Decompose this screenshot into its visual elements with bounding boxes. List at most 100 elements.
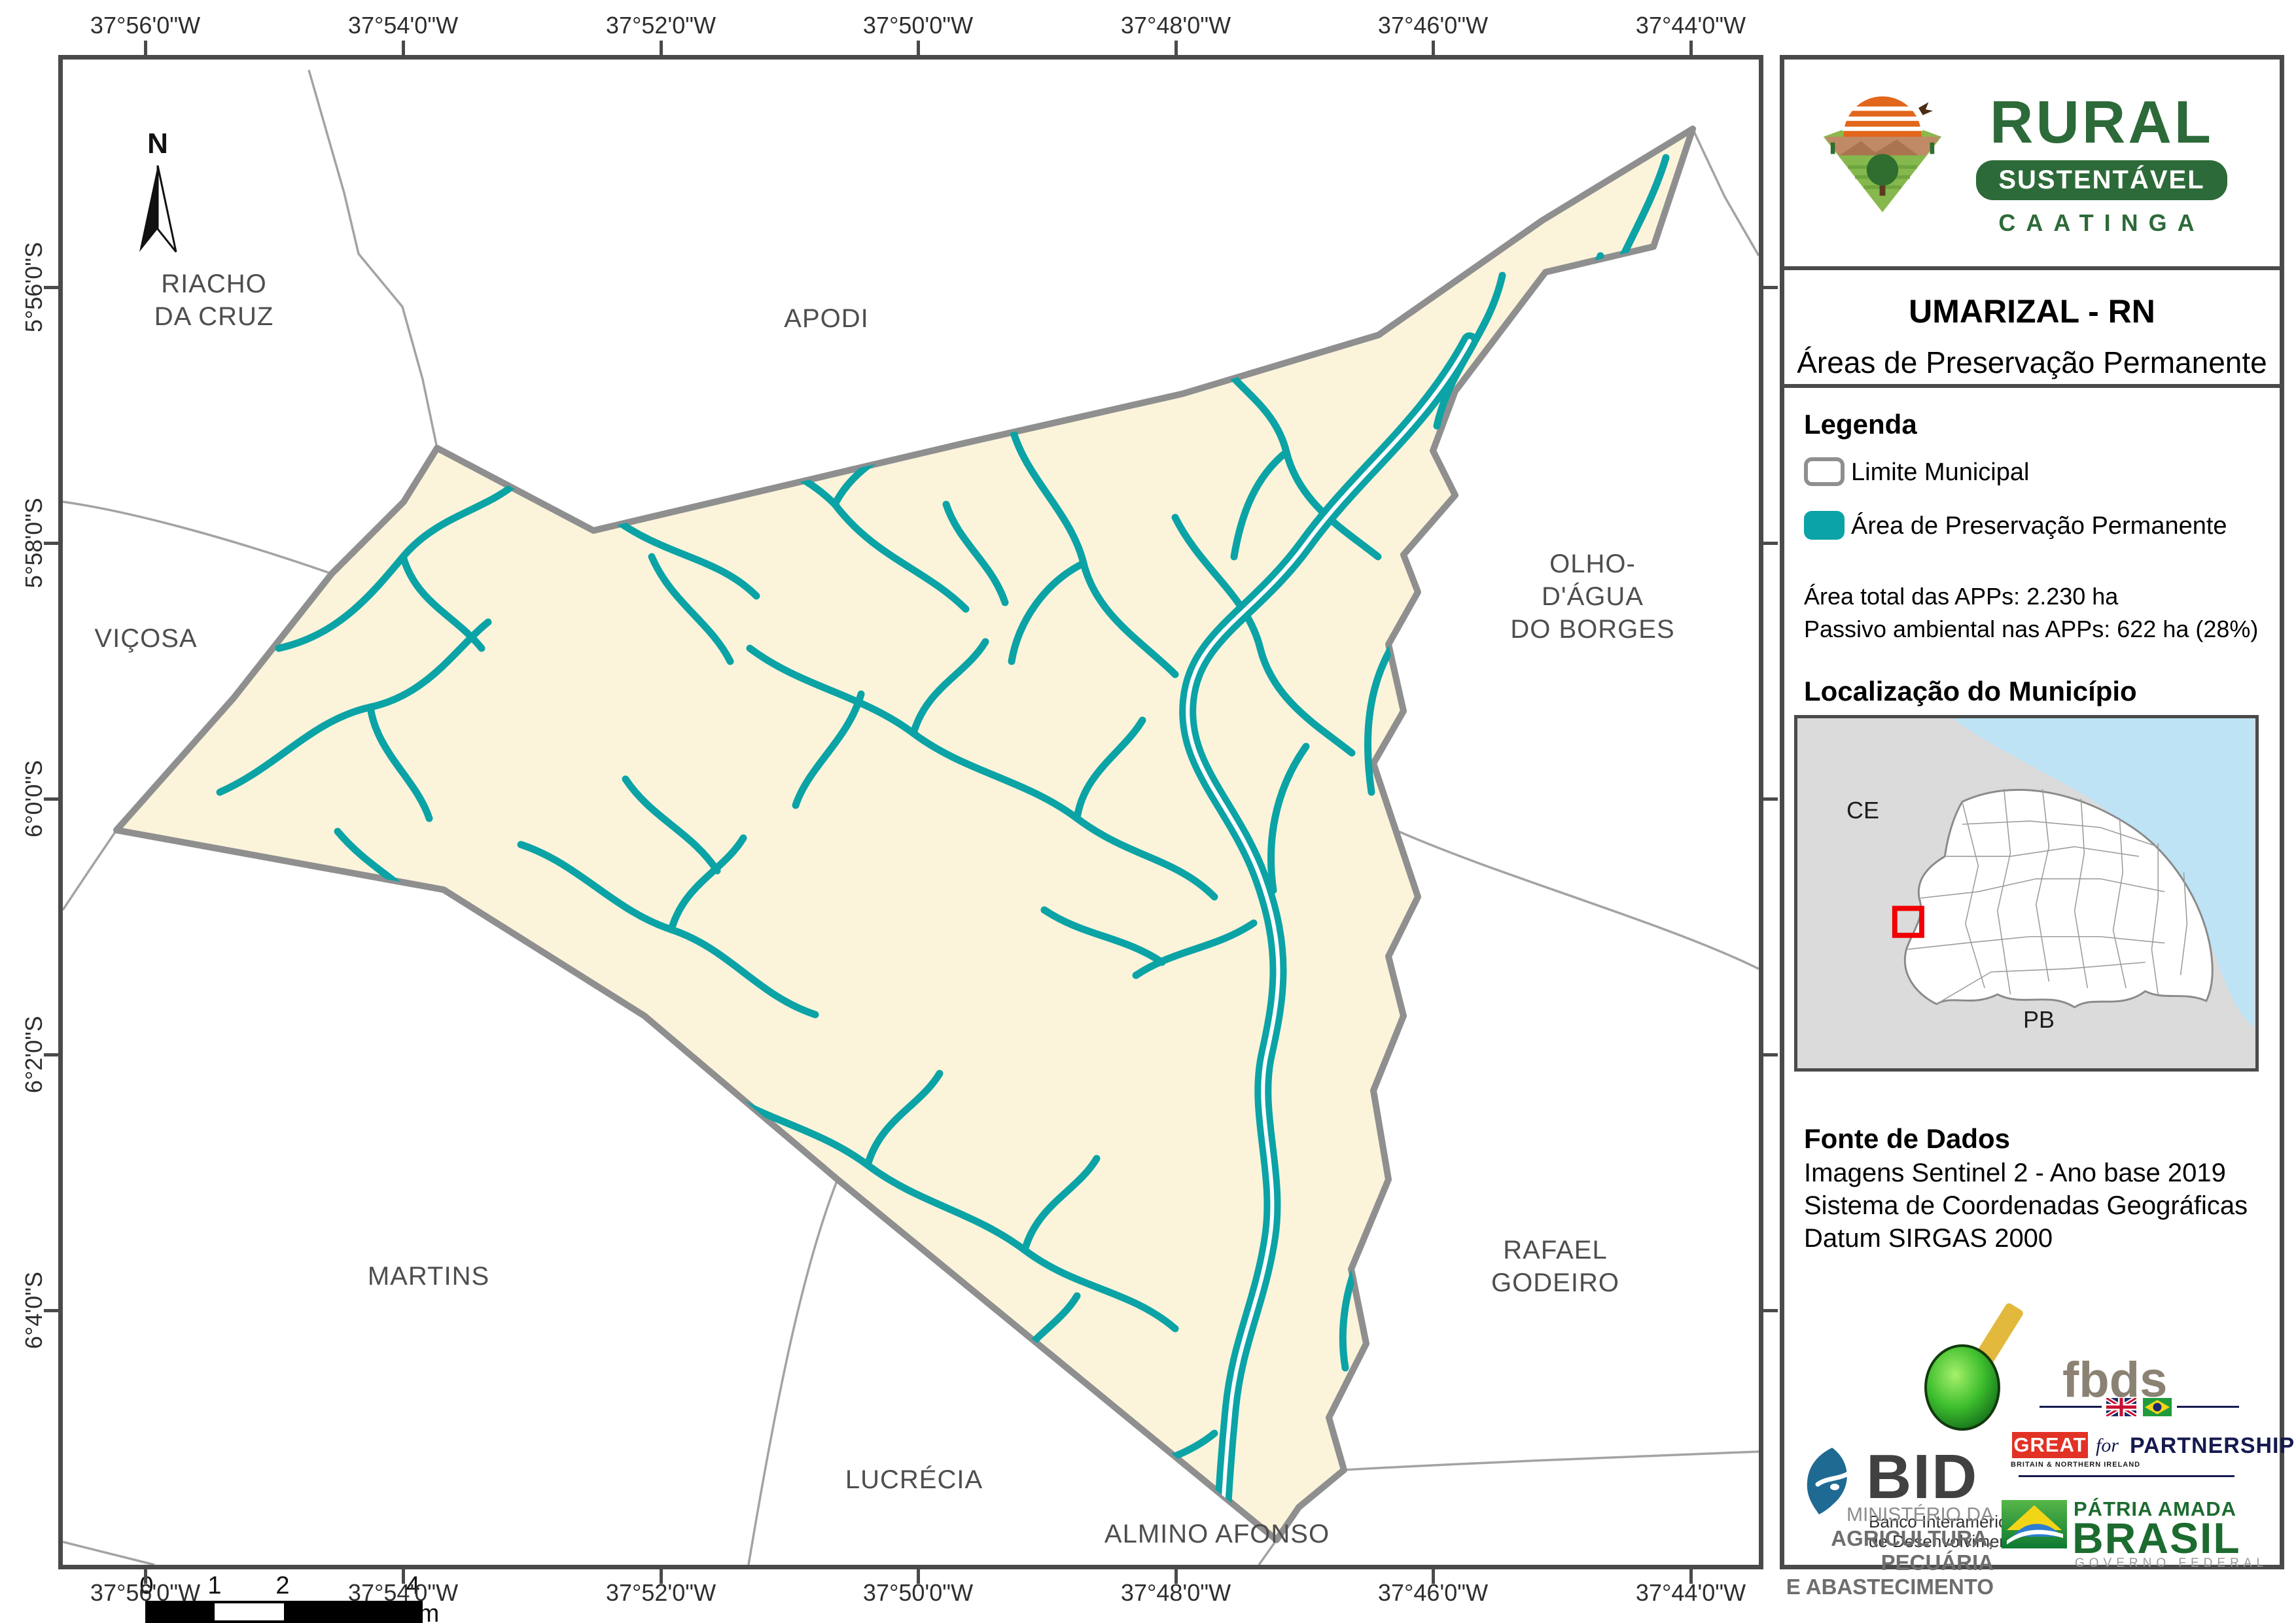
brasil-text: BRASIL xyxy=(2072,1514,2241,1562)
tick-bottom-4 xyxy=(1174,1569,1178,1584)
great-partnership-logo: GREAT BRITAIN & NORTHERN IRELAND for PAR… xyxy=(2000,1394,2294,1512)
tick-left-2 xyxy=(44,797,58,801)
tick-top-4 xyxy=(1174,41,1178,55)
bid-icon xyxy=(1807,1448,1850,1514)
flag-rule-right xyxy=(2177,1406,2239,1408)
state-label-ce: CE xyxy=(1846,797,1880,824)
bid-subtitle-line2: de Desenvolvimento xyxy=(1869,1531,2023,1551)
lon-label-top-3: 37°50'0"W xyxy=(862,12,974,39)
municipality-boundary xyxy=(113,126,1696,1543)
tick-top-5 xyxy=(1432,41,1435,55)
governo-federal-text: GOVERNO FEDERAL xyxy=(2075,1556,2269,1570)
tick-left-1 xyxy=(44,542,58,545)
neighbor-label-almino-afonso: ALMINO AFONSO xyxy=(1104,1520,1330,1548)
page-title: UMARIZAL - RN xyxy=(1909,293,2155,330)
stat-total-apps: Área total das APPs: 2.230 ha xyxy=(1804,583,2119,610)
neighbor-label-apodi: APODI xyxy=(784,304,869,333)
tick-right-2 xyxy=(1763,797,1778,801)
lon-label-top-6: 37°44'0"W xyxy=(1635,12,1746,39)
great-for-word: for xyxy=(2096,1435,2119,1456)
great-underline xyxy=(2019,1475,2234,1477)
tick-right-4 xyxy=(1763,1309,1778,1312)
state-inset-map: CE PB xyxy=(1794,715,2259,1072)
tick-left-0 xyxy=(44,286,58,289)
tick-top-6 xyxy=(1689,41,1693,55)
governo-federal-logo: PÁTRIA AMADA BRASIL GOVERNO FEDERAL xyxy=(2002,1496,2276,1620)
source-line-3: Datum SIRGAS 2000 xyxy=(1804,1224,2053,1253)
tick-top-1 xyxy=(402,41,405,55)
logo-word-sustentavel: SUSTENTÁVEL xyxy=(1976,160,2227,200)
lon-label-top-4: 37°48'0"W xyxy=(1120,12,1231,39)
tick-bottom-0 xyxy=(144,1569,147,1584)
scale-label-2: 2 xyxy=(275,1572,290,1599)
lon-label-top-1: 37°54'0"W xyxy=(347,12,459,39)
logo-word-caatinga: CAATINGA xyxy=(1998,209,2205,236)
tick-top-0 xyxy=(144,41,147,55)
tick-bottom-5 xyxy=(1432,1569,1435,1584)
scale-bar: 0 1 2 4 km xyxy=(139,1572,439,1623)
map-graphic xyxy=(63,69,1759,1565)
tick-left-3 xyxy=(44,1053,58,1056)
tick-right-3 xyxy=(1763,1053,1778,1056)
caatinga-emblem-icon xyxy=(1810,86,1954,220)
source-line-2: Sistema de Coordenadas Geográficas xyxy=(1804,1191,2248,1220)
state-inset-graphic xyxy=(1798,718,2255,1068)
stat-passivo-apps: Passivo ambiental nas APPs: 622 ha (28%) xyxy=(1804,616,2259,642)
tick-right-0 xyxy=(1763,286,1778,289)
page-subtitle: Áreas de Preservação Permanente xyxy=(1797,345,2267,379)
divider-1 xyxy=(1784,266,2280,270)
state-label-pb: PB xyxy=(2023,1006,2055,1033)
ministry-line2: AGRICULTURA, PECUÁRIA xyxy=(1831,1526,1994,1575)
brazil-flag-icon xyxy=(2143,1398,2172,1416)
ministry-line1: MINISTÉRIO DA xyxy=(1846,1504,1994,1526)
great-wordmark: GREAT xyxy=(2012,1432,2088,1458)
lon-label-top-0: 37°56'0"W xyxy=(90,12,201,39)
uk-flag-icon xyxy=(2106,1398,2136,1416)
scale-bar-strip xyxy=(145,1601,423,1623)
ministry-logo-text: MINISTÉRIO DA AGRICULTURA, PECUÁRIA E AB… xyxy=(1784,1504,1994,1599)
tick-right-1 xyxy=(1763,542,1778,545)
neighbor-label-lucrecia: LUCRÉCIA xyxy=(845,1465,983,1494)
neighbor-label-rafael-godeiro: RAFAEL GODEIRO xyxy=(1491,1236,1619,1297)
divider-2 xyxy=(1784,384,2280,388)
logo-word-rural: RURAL xyxy=(1990,89,2214,156)
neighbor-label-martins: MARTINS xyxy=(367,1262,490,1291)
map-canvas: N APODI RIACHO DA CRUZ VIÇOSA OLHO-D'ÁGU… xyxy=(58,55,1763,1623)
neighbor-label-vicosa: VIÇOSA xyxy=(94,624,198,653)
lon-label-top-5: 37°46'0"W xyxy=(1377,12,1489,39)
info-panel: RURAL SUSTENTÁVEL CAATINGA UMARIZAL - RN… xyxy=(1780,55,2294,1599)
tick-bottom-2 xyxy=(660,1569,663,1584)
lon-label-top-2: 37°52'0"W xyxy=(605,12,716,39)
bid-wordmark: BID xyxy=(1866,1442,1979,1512)
neighbor-boundaries xyxy=(63,69,1759,1565)
brasil-flag-mark-icon xyxy=(2002,1500,2067,1548)
municipality-locator-box xyxy=(1892,905,1924,938)
fbds-icon xyxy=(1924,1303,2023,1431)
ministry-line3: E ABASTECIMENTO xyxy=(1786,1575,1994,1599)
neighbor-label-riacho-da-cruz: RIACHO DA CRUZ xyxy=(154,270,274,331)
patria-amada-text: PÁTRIA AMADA xyxy=(2074,1497,2237,1520)
tick-top-2 xyxy=(660,41,663,55)
title-block: UMARIZAL - RN Áreas de Preservação Perma… xyxy=(1784,270,2280,384)
main-river-core xyxy=(1186,339,1472,1520)
program-logo-text: RURAL SUSTENTÁVEL CAATINGA xyxy=(1971,92,2233,237)
scale-label-1: 1 xyxy=(207,1572,222,1599)
legend-item-label: Limite Municipal xyxy=(1851,459,2030,486)
great-subtitle: BRITAIN & NORTHERN IRELAND xyxy=(2011,1461,2141,1469)
north-arrow-icon xyxy=(139,165,177,253)
source-line-1: Imagens Sentinel 2 - Ano base 2019 xyxy=(1804,1159,2226,1187)
scale-bar-white-segment xyxy=(215,1603,284,1620)
app-swatch xyxy=(1804,511,1845,540)
legend-heading: Legenda xyxy=(1804,409,1917,440)
legend-item-label: Área de Preservação Permanente xyxy=(1851,512,2227,540)
location-heading: Localização do Município xyxy=(1804,676,2137,707)
scale-label-0: 0 xyxy=(139,1572,154,1599)
program-logo: RURAL SUSTENTÁVEL CAATINGA xyxy=(1804,86,2262,262)
limite-municipal-swatch xyxy=(1804,457,1845,486)
north-label: N xyxy=(147,128,168,160)
north-arrow: N xyxy=(128,128,187,271)
tick-top-3 xyxy=(917,41,920,55)
tick-bottom-6 xyxy=(1689,1569,1693,1584)
fbds-logo: fbds xyxy=(1902,1289,2177,1433)
